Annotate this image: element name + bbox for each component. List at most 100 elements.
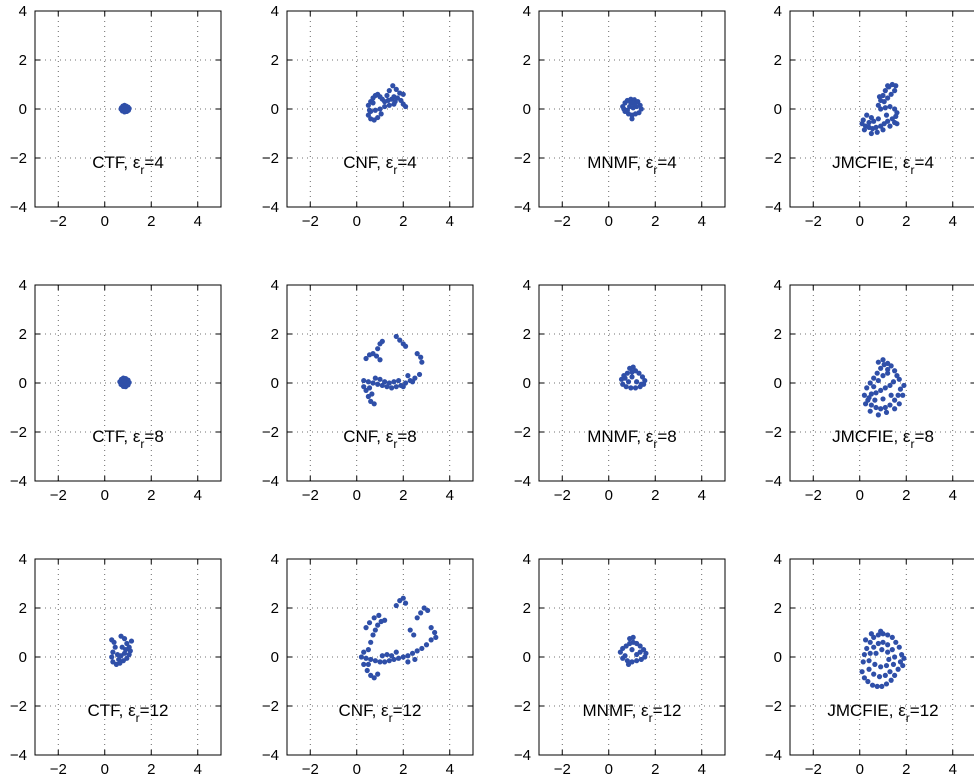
scatter-point (375, 622, 381, 628)
scatter-point (365, 379, 371, 385)
scatter-point (860, 659, 866, 665)
scatter-point (881, 99, 887, 105)
y-tick-label: −2 (262, 150, 279, 167)
y-tick-label: −4 (262, 473, 279, 490)
x-tick-label: 2 (651, 487, 659, 504)
scatter-point (363, 355, 369, 362)
x-tick-label: 0 (101, 487, 109, 504)
y-tick-label: 0 (271, 649, 279, 666)
x-tick-label: −2 (554, 761, 571, 778)
y-tick-label: −4 (262, 747, 279, 764)
scatter-point (887, 103, 893, 110)
y-tick-label: 2 (19, 326, 27, 343)
scatter-point (892, 672, 898, 678)
y-tick-label: −4 (262, 199, 279, 216)
y-tick-label: −4 (514, 747, 531, 764)
scatter-point (414, 615, 420, 621)
scatter-point (386, 380, 392, 386)
y-tick-label: 2 (774, 52, 782, 69)
y-tick-label: 2 (271, 326, 279, 343)
x-tick-label: 4 (446, 213, 454, 230)
y-tick-label: 0 (774, 101, 782, 118)
scatter-point (880, 127, 886, 133)
y-tick-label: 4 (271, 3, 279, 20)
scatter-point (393, 602, 399, 609)
x-tick-label: −2 (302, 213, 319, 230)
scatter-point (901, 382, 907, 389)
scatter-point (875, 102, 881, 108)
scatter-point (862, 637, 869, 643)
scatter-point (372, 627, 378, 633)
scatter-point (861, 127, 868, 133)
scatter-point (393, 649, 399, 655)
x-tick-label: 4 (446, 487, 454, 504)
scatter-point (386, 102, 392, 108)
y-tick-label: −2 (10, 424, 27, 441)
scatter-point (384, 651, 390, 658)
scatter-point (636, 370, 642, 376)
scatter-point (888, 677, 894, 683)
scatter-point (116, 656, 122, 663)
y-tick-label: −4 (514, 473, 531, 490)
scatter-point (370, 100, 376, 106)
y-tick-label: 0 (19, 649, 27, 666)
scatter-point (414, 351, 420, 357)
scatter-point (624, 370, 630, 376)
x-tick-label: 4 (698, 761, 706, 778)
scatter-point (875, 412, 881, 418)
scatter-point (883, 112, 890, 118)
scatter-point (873, 404, 879, 411)
y-tick-label: 2 (523, 600, 531, 617)
scatter-point (879, 683, 885, 690)
scatter-point (372, 658, 378, 664)
scatter-point (405, 373, 411, 379)
scatter-point (897, 386, 904, 392)
scatter-point (871, 644, 877, 650)
scatter-point (874, 370, 880, 376)
scatter-point (628, 100, 634, 106)
scatter-point (865, 678, 871, 685)
scatter-point (393, 384, 399, 390)
scatter-point (890, 661, 897, 667)
scatter-point (637, 643, 643, 649)
scatter-point (400, 654, 406, 660)
scatter-point (885, 370, 891, 376)
x-tick-label: −2 (805, 487, 822, 504)
scatter-point (419, 359, 425, 365)
scatter-point (378, 111, 384, 117)
y-tick-label: 4 (523, 3, 531, 20)
x-tick-label: 0 (353, 761, 361, 778)
scatter-point (900, 662, 906, 669)
scatter-point (358, 654, 364, 660)
scatter-panel-10: −2 0 2 4 4 2 0 −2 −4 CNF, εr=12 (262, 551, 474, 778)
scatter-point (889, 647, 895, 653)
y-tick-label: 0 (523, 375, 531, 392)
y-tick-label: 4 (774, 3, 782, 20)
scatter-point (629, 647, 635, 653)
scatter-point (393, 86, 399, 92)
x-tick-label: 4 (194, 213, 202, 230)
scatter-point (409, 650, 416, 656)
y-tick-label: −4 (10, 473, 27, 490)
x-tick-label: 4 (949, 213, 957, 230)
scatter-point (382, 103, 388, 110)
y-tick-label: −2 (514, 698, 531, 715)
scatter-point (896, 644, 902, 650)
scatter-point (389, 653, 395, 659)
scatter-point (632, 385, 639, 391)
scatter-point (122, 107, 128, 113)
scatter-point (407, 627, 413, 633)
y-tick-label: 4 (523, 277, 531, 294)
scatter-point (375, 114, 381, 121)
scatter-point (375, 671, 381, 677)
x-tick-label: 0 (353, 487, 361, 504)
scatter-point (373, 353, 380, 359)
scatter-point (371, 675, 377, 681)
scatter-point (379, 338, 385, 344)
scatter-point (365, 661, 371, 667)
scatter-point (425, 607, 431, 614)
scatter-point (883, 662, 890, 669)
scatter-point (880, 373, 886, 379)
scatter-point (880, 396, 886, 402)
panel-label: CNF, εr=12 (339, 701, 422, 725)
